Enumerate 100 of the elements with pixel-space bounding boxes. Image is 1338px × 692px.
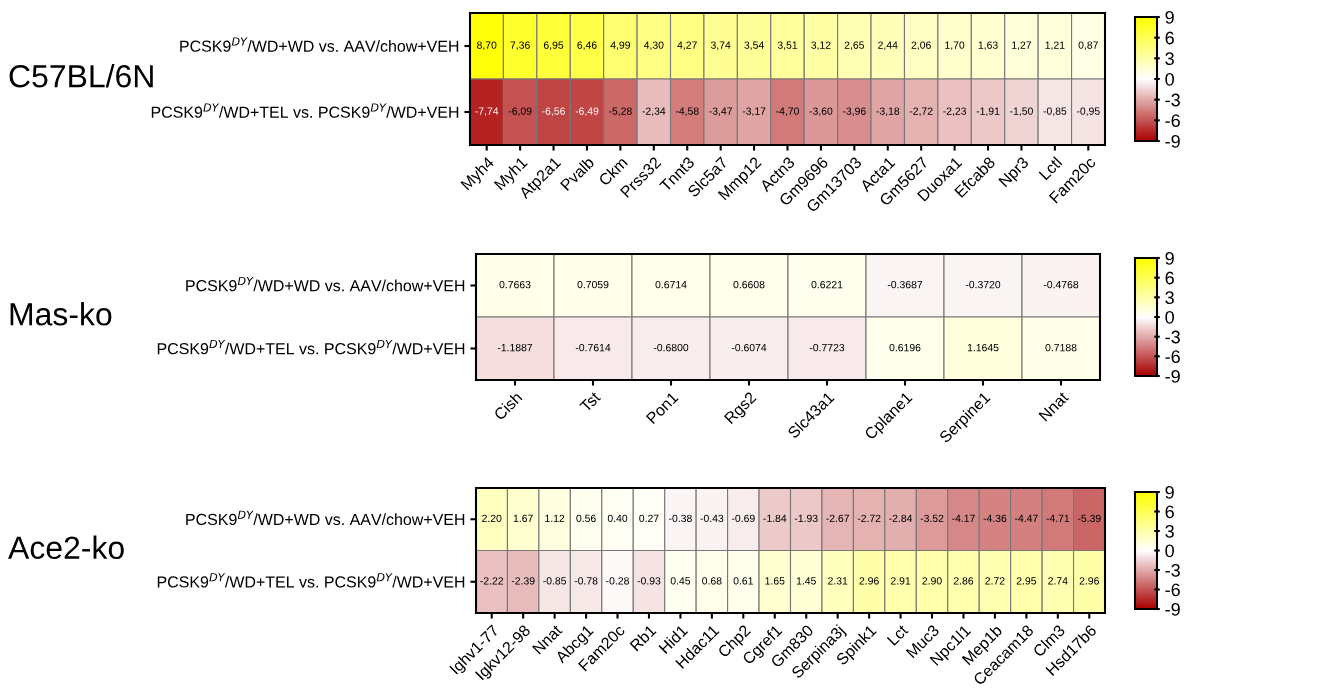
data-label: -2.22 bbox=[480, 577, 504, 585]
data-label: 0.45 bbox=[670, 577, 691, 585]
color-bar-label: 6 bbox=[1165, 271, 1174, 285]
data-label: 0.6714 bbox=[655, 280, 687, 289]
data-label: 1.65 bbox=[765, 577, 785, 585]
data-label: -0.3720 bbox=[965, 280, 1001, 289]
data-label: -4.17 bbox=[952, 514, 975, 522]
data-label: -2,23 bbox=[943, 107, 967, 117]
data-label: 0.7059 bbox=[577, 280, 609, 289]
data-label: 1.1645 bbox=[967, 343, 999, 352]
x-tick-label: Rb1 bbox=[629, 623, 657, 652]
color-bar-label: 3 bbox=[1165, 52, 1174, 66]
data-label: 3,74 bbox=[710, 41, 731, 51]
data-label: 2.20 bbox=[482, 514, 502, 523]
color-bar-label: 3 bbox=[1165, 291, 1174, 305]
data-label: 6,95 bbox=[543, 41, 564, 51]
y-tick-label: PCSK9$^{DY}$/WD+TEL vs. PCSK9$^{DY}$/WD+VEH bbox=[151, 103, 459, 118]
y-tick-label: PCSK9$^{DY}$/WD+WD vs. AAV/chow+VEH bbox=[186, 276, 465, 292]
data-label: 2.74 bbox=[1048, 577, 1068, 585]
data-label: -4.47 bbox=[1014, 514, 1038, 522]
data-label: 0.6196 bbox=[889, 343, 921, 352]
data-label: -1,50 bbox=[1010, 107, 1033, 117]
data-label: -4.71 bbox=[1046, 514, 1070, 522]
data-label: 4,27 bbox=[677, 41, 697, 51]
data-label: -3,47 bbox=[709, 107, 733, 117]
data-label: -0.7723 bbox=[809, 343, 845, 352]
color-bar-label: 3 bbox=[1165, 524, 1174, 538]
data-label: 0.7188 bbox=[1045, 343, 1077, 352]
data-label: -4.36 bbox=[983, 514, 1007, 523]
data-label: -3,18 bbox=[876, 107, 900, 117]
data-label: 2.86 bbox=[953, 577, 974, 585]
data-label: 0,87 bbox=[1078, 41, 1098, 51]
y-tick-label: PCSK9$^{DY}$/WD+TEL vs. PCSK9$^{DY}$/WD+VEH bbox=[157, 573, 465, 588]
data-label: -2,72 bbox=[909, 107, 933, 117]
data-label: 0.61 bbox=[733, 577, 753, 585]
data-label: -0.78 bbox=[574, 577, 598, 585]
data-label: -6,56 bbox=[542, 107, 565, 117]
data-label: 0.7663 bbox=[499, 280, 531, 289]
data-label: 1.67 bbox=[513, 514, 533, 523]
x-tick-label: Cish bbox=[492, 391, 523, 421]
color-bar-label: -9 bbox=[1165, 134, 1180, 148]
data-label: -0.38 bbox=[669, 514, 692, 523]
data-label: -0,95 bbox=[1076, 107, 1100, 117]
data-label: -2.72 bbox=[857, 514, 881, 522]
data-label: -0.3687 bbox=[887, 280, 923, 289]
text: Mas-ko bbox=[10, 302, 112, 326]
data-label: -0.69 bbox=[731, 514, 755, 523]
y-tick-label: PCSK9$^{DY}$/WD+TEL vs. PCSK9$^{DY}$/WD+VEH bbox=[157, 339, 465, 355]
data-label: -5.39 bbox=[1077, 514, 1101, 523]
data-label: -6,09 bbox=[508, 107, 532, 117]
data-label: 3,54 bbox=[744, 41, 764, 51]
data-label: -4,70 bbox=[776, 107, 799, 117]
x-tick-label: Tst bbox=[579, 390, 602, 413]
data-label: -0.6800 bbox=[653, 343, 689, 352]
data-label: 0.6221 bbox=[811, 280, 843, 289]
data-label: -3,60 bbox=[809, 107, 833, 117]
data-label: -0.7614 bbox=[575, 343, 611, 352]
data-label: 1.12 bbox=[545, 514, 565, 522]
data-label: -2.67 bbox=[826, 514, 850, 523]
data-label: -1,91 bbox=[976, 107, 1000, 117]
data-label: 6,46 bbox=[577, 41, 597, 51]
data-label: 2.96 bbox=[1079, 577, 1099, 585]
y-tick-label: PCSK9$^{DY}$/WD+WD vs. AAV/chow+VEH bbox=[180, 37, 459, 52]
y-tick-label: PCSK9$^{DY}$/WD+WD vs. AAV/chow+VEH bbox=[186, 510, 465, 526]
data-label: 1,27 bbox=[1012, 41, 1032, 51]
data-label: 2,44 bbox=[878, 41, 898, 51]
data-label: 2,65 bbox=[844, 41, 865, 51]
data-label: 0.40 bbox=[607, 514, 628, 523]
data-label: 2.31 bbox=[828, 577, 848, 585]
data-label: 1,70 bbox=[945, 41, 965, 51]
color-bar-label: 0 bbox=[1165, 544, 1174, 558]
data-label: -0.28 bbox=[606, 577, 629, 585]
data-label: 1,21 bbox=[1045, 41, 1065, 51]
data-label: 3,51 bbox=[777, 41, 798, 51]
text: C57BL/6N bbox=[9, 64, 153, 88]
data-label: 2.72 bbox=[985, 577, 1005, 585]
data-label: 1,63 bbox=[978, 41, 998, 51]
data-label: 0.27 bbox=[639, 514, 659, 523]
data-label: 2.95 bbox=[1016, 577, 1037, 585]
data-label: 4,99 bbox=[610, 41, 631, 51]
data-label: -0.43 bbox=[700, 514, 724, 523]
color-bar-label: 0 bbox=[1165, 310, 1174, 324]
data-label: -0.4768 bbox=[1043, 280, 1079, 289]
data-label: -1.1887 bbox=[497, 343, 533, 352]
data-label: -1.84 bbox=[763, 514, 787, 523]
data-label: 8,70 bbox=[477, 41, 497, 51]
data-label: -3.52 bbox=[920, 514, 944, 523]
data-label: -6,49 bbox=[575, 107, 599, 117]
data-label: -2.39 bbox=[511, 577, 535, 585]
color-bar-label: 0 bbox=[1165, 72, 1174, 86]
color-bar-label: 9 bbox=[1165, 10, 1174, 24]
data-label: 0.68 bbox=[702, 577, 722, 585]
data-label: -3,96 bbox=[842, 107, 866, 117]
data-label: -0.93 bbox=[637, 577, 661, 585]
color-bar-label: -3 bbox=[1165, 330, 1180, 344]
data-label: 7,36 bbox=[510, 41, 530, 51]
color-bar-label: 6 bbox=[1165, 505, 1174, 519]
color-bar-label: 9 bbox=[1165, 251, 1174, 265]
data-label: -7,74 bbox=[475, 107, 499, 117]
data-label: -3,17 bbox=[742, 107, 766, 117]
